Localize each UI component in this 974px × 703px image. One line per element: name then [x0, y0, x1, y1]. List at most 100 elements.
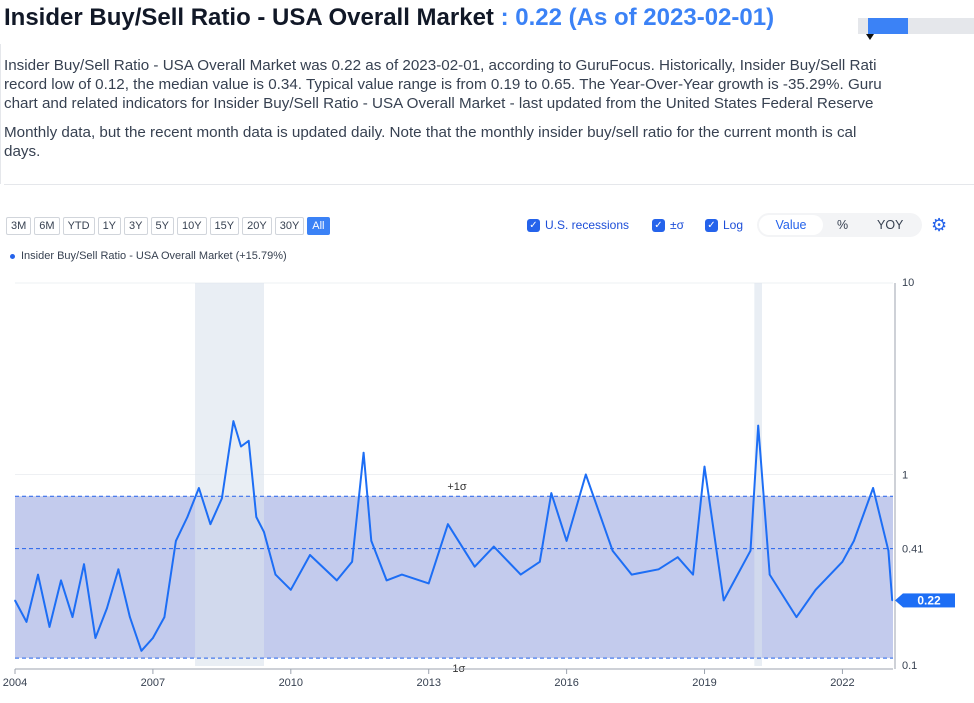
data-point: [198, 487, 200, 489]
data-point: [232, 420, 235, 422]
data-point: [83, 563, 85, 566]
description-line: Insider Buy/Sell Ratio - USA Overall Mar…: [4, 57, 877, 74]
x-tick-label: 2007: [141, 677, 165, 689]
data-point: [351, 561, 353, 563]
range-button-20y[interactable]: 20Y: [242, 217, 272, 235]
description-line: chart and related indicators for Insider…: [4, 95, 874, 112]
description-line: Monthly data, but the recent month data …: [4, 124, 857, 141]
recession-band: [754, 283, 762, 666]
data-point: [887, 549, 890, 552]
data-point: [71, 616, 74, 618]
data-point: [117, 568, 120, 571]
x-tick-label: 2004: [3, 677, 27, 689]
legend-label: Insider Buy/Sell Ratio - USA Overall Mar…: [21, 250, 287, 262]
data-point: [757, 424, 759, 427]
range-button-3y[interactable]: 3Y: [124, 217, 148, 235]
range-indicator-fill: [868, 18, 908, 34]
data-point: [473, 565, 476, 568]
sigma-toggle[interactable]: ✓ ±σ: [652, 218, 684, 232]
data-point: [611, 549, 614, 552]
data-point: [795, 616, 798, 618]
y-tick-label: 0.41: [902, 544, 923, 556]
range-indicator: [858, 18, 974, 40]
data-point: [427, 582, 430, 585]
data-point: [247, 439, 250, 442]
data-point: [209, 523, 212, 526]
range-button-3m[interactable]: 3M: [6, 217, 32, 235]
mode-switch: Value % YOY: [757, 213, 922, 237]
log-label: Log: [723, 218, 744, 232]
range-button-5y[interactable]: 5Y: [150, 217, 174, 235]
data-point: [872, 487, 874, 489]
data-point: [309, 554, 311, 556]
data-point: [14, 599, 16, 602]
data-point: [186, 516, 189, 518]
log-toggle[interactable]: ✓ Log: [705, 218, 743, 232]
data-point: [163, 616, 166, 618]
range-button-ytd[interactable]: YTD: [62, 217, 95, 235]
data-point: [140, 650, 143, 652]
checkbox-icon[interactable]: ✓: [527, 218, 540, 232]
range-button-10y[interactable]: 10Y: [176, 217, 207, 235]
data-point: [48, 626, 51, 628]
data-point: [749, 549, 752, 552]
data-point: [221, 497, 223, 500]
description-line: record low of 0.12, the median value is …: [4, 76, 882, 93]
recession-band: [195, 283, 264, 666]
y-tick-label: 1: [902, 470, 908, 482]
data-point: [106, 607, 108, 610]
range-button-6m[interactable]: 6M: [34, 217, 60, 235]
data-point: [290, 588, 292, 591]
data-point: [630, 573, 633, 576]
data-point: [255, 516, 258, 518]
data-point: [722, 599, 725, 602]
checkbox-icon[interactable]: ✓: [705, 218, 718, 232]
left-border: [0, 44, 1, 184]
last-value-badge: [903, 593, 955, 608]
sigma-band: [15, 496, 893, 659]
x-tick-label: 2013: [416, 677, 440, 689]
range-button-all[interactable]: All: [307, 217, 330, 235]
gear-icon[interactable]: ⚙: [931, 215, 948, 235]
data-point: [129, 616, 131, 618]
mode-yoy-button[interactable]: YOY: [877, 218, 904, 232]
data-point: [240, 445, 242, 448]
data-point: [584, 473, 587, 476]
data-point: [60, 579, 62, 582]
data-point: [853, 540, 855, 542]
data-point: [841, 561, 844, 563]
data-point: [676, 556, 679, 558]
range-button-1y[interactable]: 1Y: [97, 217, 122, 235]
data-point: [274, 573, 277, 576]
page-title: Insider Buy/Sell Ratio - USA Overall Mar…: [4, 4, 774, 32]
range-selector: 3M 6M YTD 1Y 3Y 5Y 10Y 15Y 20Y 30Y All: [6, 217, 330, 235]
legend-dot-icon: [10, 253, 15, 259]
data-point: [493, 545, 495, 548]
data-point: [891, 599, 894, 602]
data-point: [657, 568, 660, 571]
data-point: [539, 561, 541, 563]
mode-percent-button[interactable]: %: [837, 218, 849, 232]
y-tick-label: 10: [902, 277, 914, 289]
data-point: [175, 540, 177, 542]
data-point: [550, 492, 553, 494]
x-tick-label: 2010: [279, 677, 303, 689]
data-point: [447, 523, 449, 526]
range-button-30y[interactable]: 30Y: [274, 217, 305, 235]
x-tick-label: 2022: [830, 677, 854, 689]
data-point: [401, 573, 403, 576]
recessions-toggle[interactable]: ✓ U.S. recessions: [527, 218, 629, 232]
chart-legend[interactable]: Insider Buy/Sell Ratio - USA Overall Mar…: [10, 250, 287, 262]
data-point: [370, 540, 373, 542]
description-line: days.: [4, 143, 41, 160]
recessions-label: U.S. recessions: [545, 218, 630, 232]
mode-value-button[interactable]: Value: [759, 215, 823, 235]
range-button-15y[interactable]: 15Y: [209, 217, 240, 235]
x-tick-label: 2019: [692, 677, 716, 689]
data-point: [263, 531, 265, 533]
divider: [4, 184, 974, 185]
data-point: [565, 540, 568, 542]
caret-down-icon: [866, 34, 874, 40]
checkbox-icon[interactable]: ✓: [652, 218, 665, 232]
last-value-label: 0.22: [917, 593, 941, 607]
